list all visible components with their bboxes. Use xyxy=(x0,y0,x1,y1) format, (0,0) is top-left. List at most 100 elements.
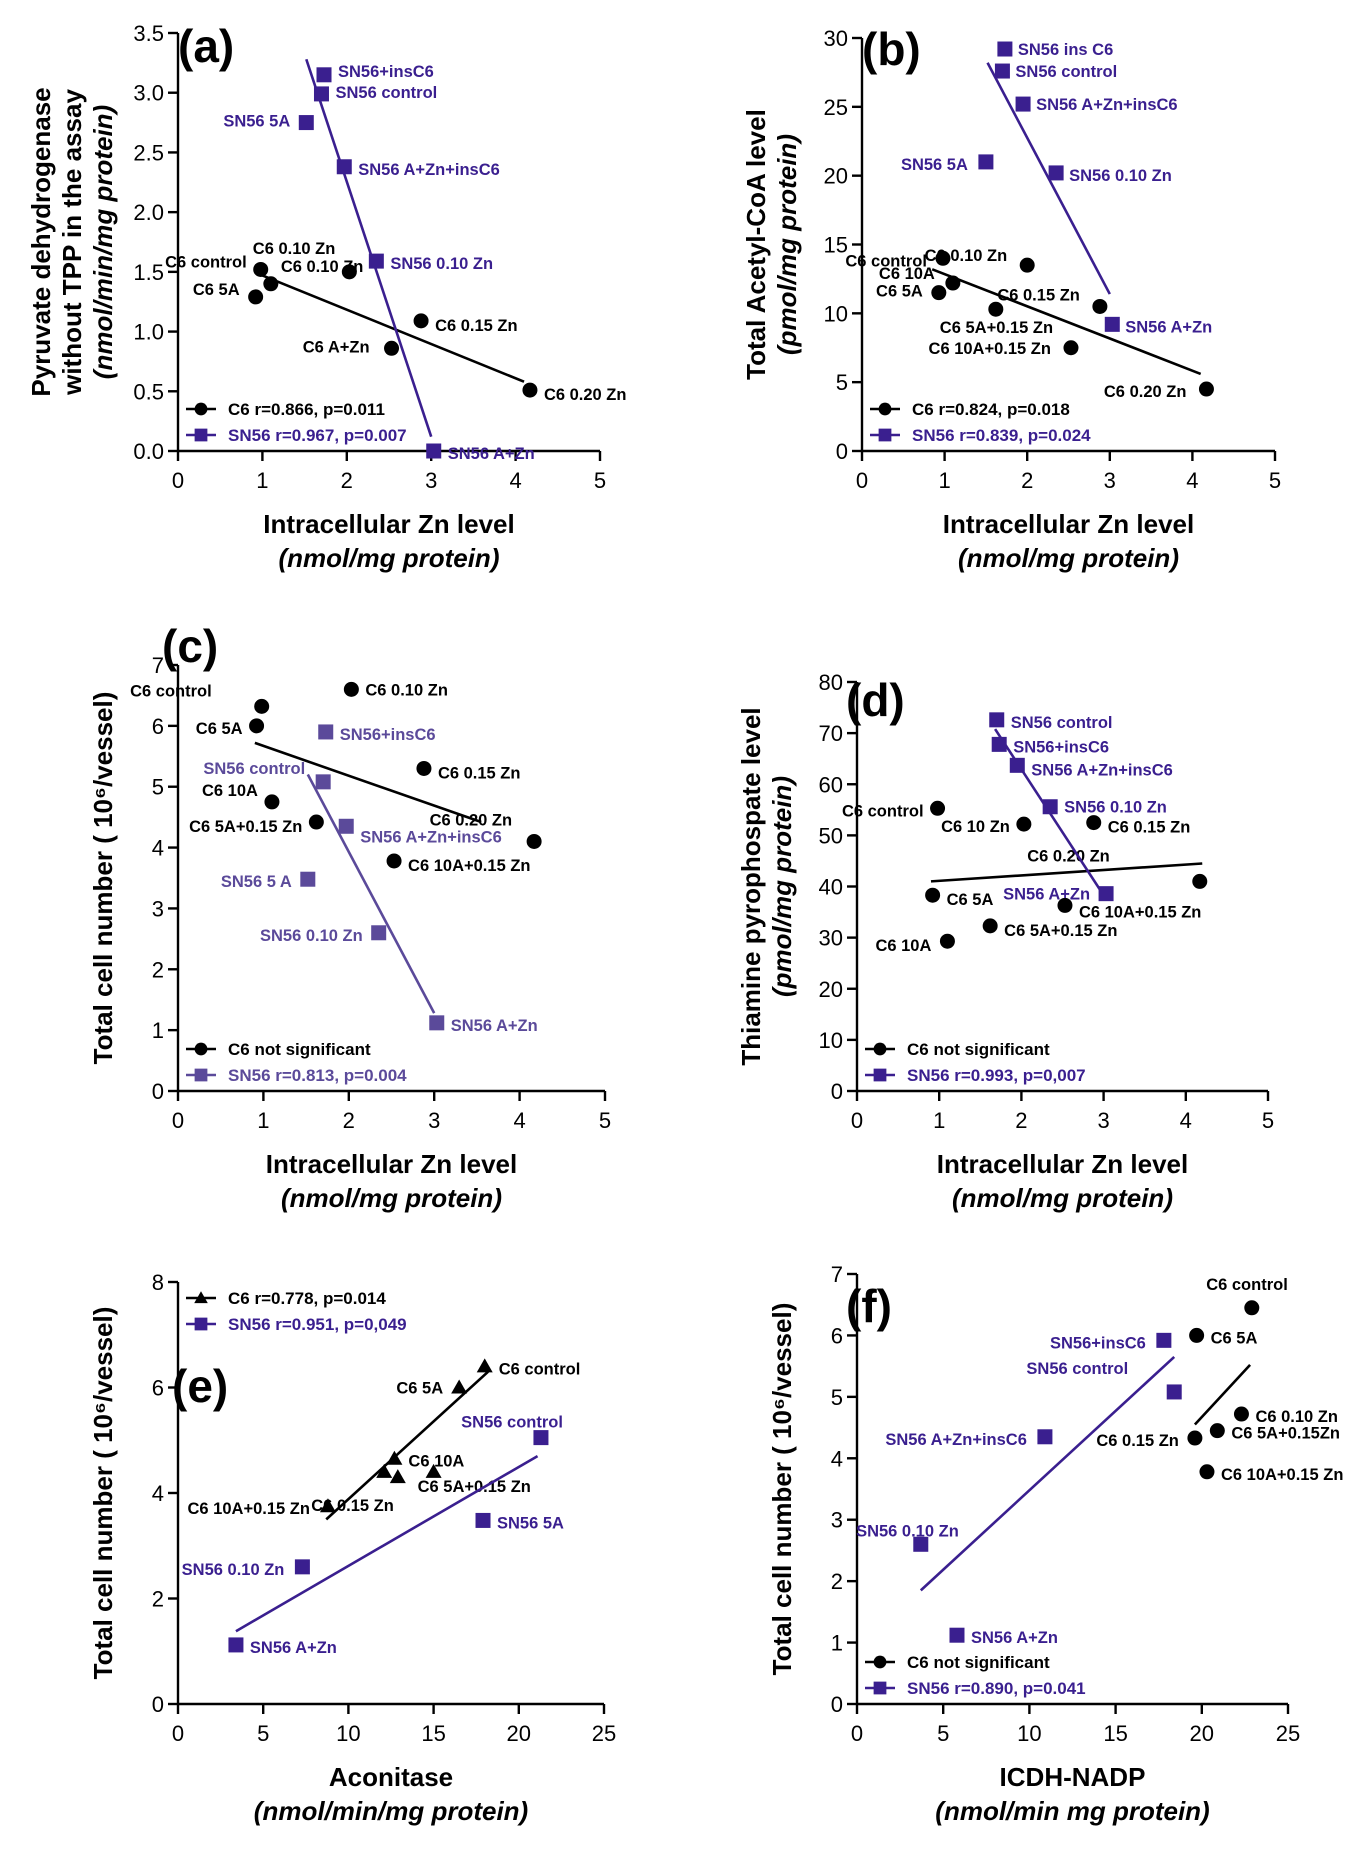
point-label: C6 10A xyxy=(875,937,931,955)
x-axis-title: Aconitase xyxy=(329,1762,453,1792)
data-point xyxy=(413,313,429,329)
data-point xyxy=(318,724,334,740)
data-point xyxy=(376,1463,393,1478)
legend-label: C6 not significant xyxy=(907,1040,1050,1059)
data-point xyxy=(254,698,270,714)
y-tick-label: 2 xyxy=(152,1587,164,1612)
data-point xyxy=(1104,316,1120,332)
y-axis-title: Total cell number ( 10⁶/vessel) xyxy=(88,1307,118,1680)
x-tick-label: 25 xyxy=(1276,1721,1300,1746)
point-label: SN56 5A xyxy=(901,156,968,174)
x-axis-title: Intracellular Zn level xyxy=(937,1149,1188,1179)
data-point xyxy=(308,814,324,830)
data-point xyxy=(1015,96,1031,112)
data-point xyxy=(978,154,994,170)
y-tick-label: 5 xyxy=(836,370,848,395)
x-tick-label: 0 xyxy=(172,468,184,493)
data-point xyxy=(371,925,387,941)
data-point xyxy=(315,774,331,790)
point-label: SN56 control xyxy=(461,1414,563,1432)
legend-label: C6 r=0.824, p=0.018 xyxy=(912,400,1070,419)
legend-label: SN56 r=0.839, p=0.024 xyxy=(912,426,1091,445)
point-label: SN56 A+Zn xyxy=(448,445,535,463)
point-label: C6 0.15 Zn xyxy=(997,286,1080,304)
y-tick-label: 2.5 xyxy=(133,140,164,165)
x-axis-title: Intracellular Zn level xyxy=(943,509,1194,539)
data-point xyxy=(386,853,402,869)
legend-label: SN56 r=0.890, p=0.041 xyxy=(907,1679,1086,1698)
y-tick-label: 8 xyxy=(152,1270,164,1295)
point-label: SN56 control xyxy=(1011,714,1113,732)
x-tick-label: 15 xyxy=(1103,1721,1127,1746)
x-tick-label: 25 xyxy=(592,1721,616,1746)
data-point xyxy=(1198,381,1214,397)
y-tick-label: 7 xyxy=(831,1262,843,1287)
data-point xyxy=(1192,873,1208,889)
point-label: C6 0.15 Zn xyxy=(438,764,521,782)
panel-label: (e) xyxy=(172,1360,228,1412)
data-point xyxy=(1009,757,1025,773)
regression-line xyxy=(930,862,1203,883)
legend-marker xyxy=(873,1068,887,1082)
legend-label: C6 r=0.778, p=0.014 xyxy=(228,1289,386,1308)
data-point xyxy=(368,253,384,269)
x-tick-label: 1 xyxy=(257,1108,269,1133)
regression-line xyxy=(919,1355,1176,1592)
y-tick-label: 3.5 xyxy=(133,21,164,46)
series-c6: C6 control C6 0.10 Zn C6 5A C6 0.15 Zn C6 10… xyxy=(130,681,542,875)
y-tick-label: 40 xyxy=(819,875,843,900)
point-label: SN56 control xyxy=(203,760,305,778)
x-tick-label: 2 xyxy=(343,1108,355,1133)
regression-line xyxy=(261,274,525,383)
y-tick-label: 60 xyxy=(819,772,843,797)
y-tick-label: 0 xyxy=(152,1079,164,1104)
point-label: SN56 5A xyxy=(497,1514,564,1532)
regression-line xyxy=(306,773,436,1014)
point-label: SN56 control xyxy=(1015,63,1117,81)
data-point xyxy=(925,887,941,903)
legend-item-sn56: SN56 r=0.993, p=0,007 xyxy=(865,1066,1086,1085)
y-axis-unit: (nmol/min/mg protein) xyxy=(88,105,118,379)
series-sn56: SN56 control SN56 5A SN56 0.10 Zn SN56 A+Zn xyxy=(182,1414,564,1657)
point-label: C6 5A+0.15 Zn xyxy=(1004,922,1117,940)
x-axis-title: Intracellular Zn level xyxy=(263,509,514,539)
legend-item-sn56: SN56 r=0.951, p=0,049 xyxy=(186,1315,407,1334)
data-point xyxy=(988,301,1004,317)
data-point xyxy=(1063,340,1079,356)
data-point xyxy=(522,382,538,398)
legend-item-c6: C6 not significant xyxy=(865,1653,1050,1672)
y-axis-title: without TPP in the assay xyxy=(57,89,87,396)
data-point xyxy=(533,1430,549,1446)
panel-label: (d) xyxy=(846,674,905,726)
y-tick-label: 7 xyxy=(152,653,164,678)
x-axis-unit: (nmol/min/mg protein) xyxy=(254,1796,528,1826)
legend-marker xyxy=(194,1068,208,1082)
point-label: SN56 A+Zn+insC6 xyxy=(360,828,502,846)
x-axis-title: ICDH-NADP xyxy=(1000,1762,1146,1792)
panel-label: (b) xyxy=(862,23,921,75)
y-tick-label: 0.5 xyxy=(133,379,164,404)
point-label: C6 10A xyxy=(879,265,935,283)
data-point xyxy=(298,115,314,131)
point-label: C6 5A+0.15 Zn xyxy=(940,319,1053,337)
legend-marker xyxy=(878,402,892,416)
legend-item-sn56: SN56 r=0.967, p=0.007 xyxy=(186,426,407,445)
legend-item-c6: C6 not significant xyxy=(865,1040,1050,1059)
point-label: C6 control xyxy=(130,682,212,700)
data-point xyxy=(1166,1384,1182,1400)
data-point xyxy=(945,275,961,291)
y-tick-label: 0 xyxy=(831,1079,843,1104)
panel-e: 0 5 10 15 20 25 0 2 4 6 8 (e) Aconitase (nmol/min/mg … xyxy=(88,1270,616,1826)
data-point xyxy=(451,1379,468,1394)
regression-line xyxy=(235,1454,539,1633)
x-tick-label: 15 xyxy=(421,1721,445,1746)
panel-label: (a) xyxy=(178,20,234,72)
data-point xyxy=(294,1559,310,1575)
data-point xyxy=(1156,1332,1172,1348)
point-label: SN56+insC6 xyxy=(1050,1334,1146,1352)
x-axis-title: Intracellular Zn level xyxy=(266,1149,517,1179)
x-tick-label: 1 xyxy=(256,468,268,493)
data-point xyxy=(300,871,316,887)
